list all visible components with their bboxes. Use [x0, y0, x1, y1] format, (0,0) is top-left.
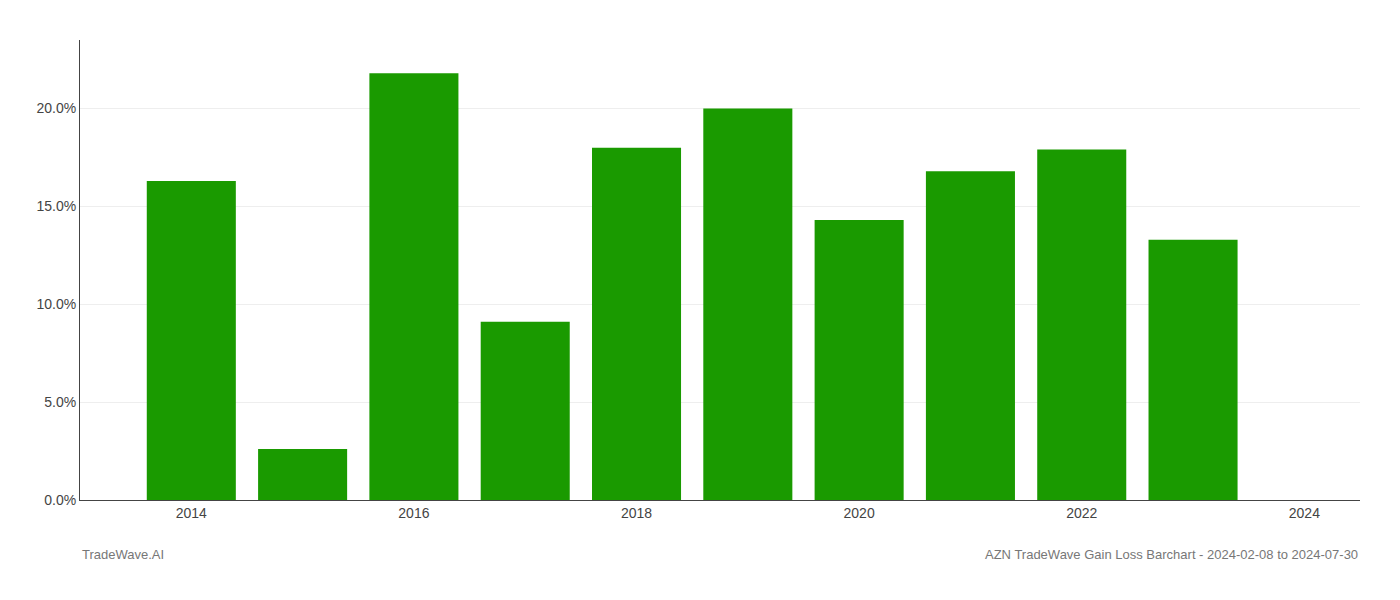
svg-text:5.0%: 5.0% [44, 394, 76, 410]
svg-text:2014: 2014 [176, 505, 207, 521]
svg-text:10.0%: 10.0% [36, 296, 76, 312]
svg-text:2016: 2016 [398, 505, 429, 521]
svg-text:15.0%: 15.0% [36, 198, 76, 214]
svg-text:0.0%: 0.0% [44, 492, 76, 508]
svg-text:2018: 2018 [621, 505, 652, 521]
svg-text:20.0%: 20.0% [36, 100, 76, 116]
svg-text:2024: 2024 [1289, 505, 1320, 521]
svg-text:2020: 2020 [844, 505, 875, 521]
svg-text:AZN TradeWave Gain Loss Barcha: AZN TradeWave Gain Loss Barchart - 2024-… [985, 547, 1358, 562]
svg-text:TradeWave.AI: TradeWave.AI [82, 547, 164, 562]
svg-text:2022: 2022 [1066, 505, 1097, 521]
